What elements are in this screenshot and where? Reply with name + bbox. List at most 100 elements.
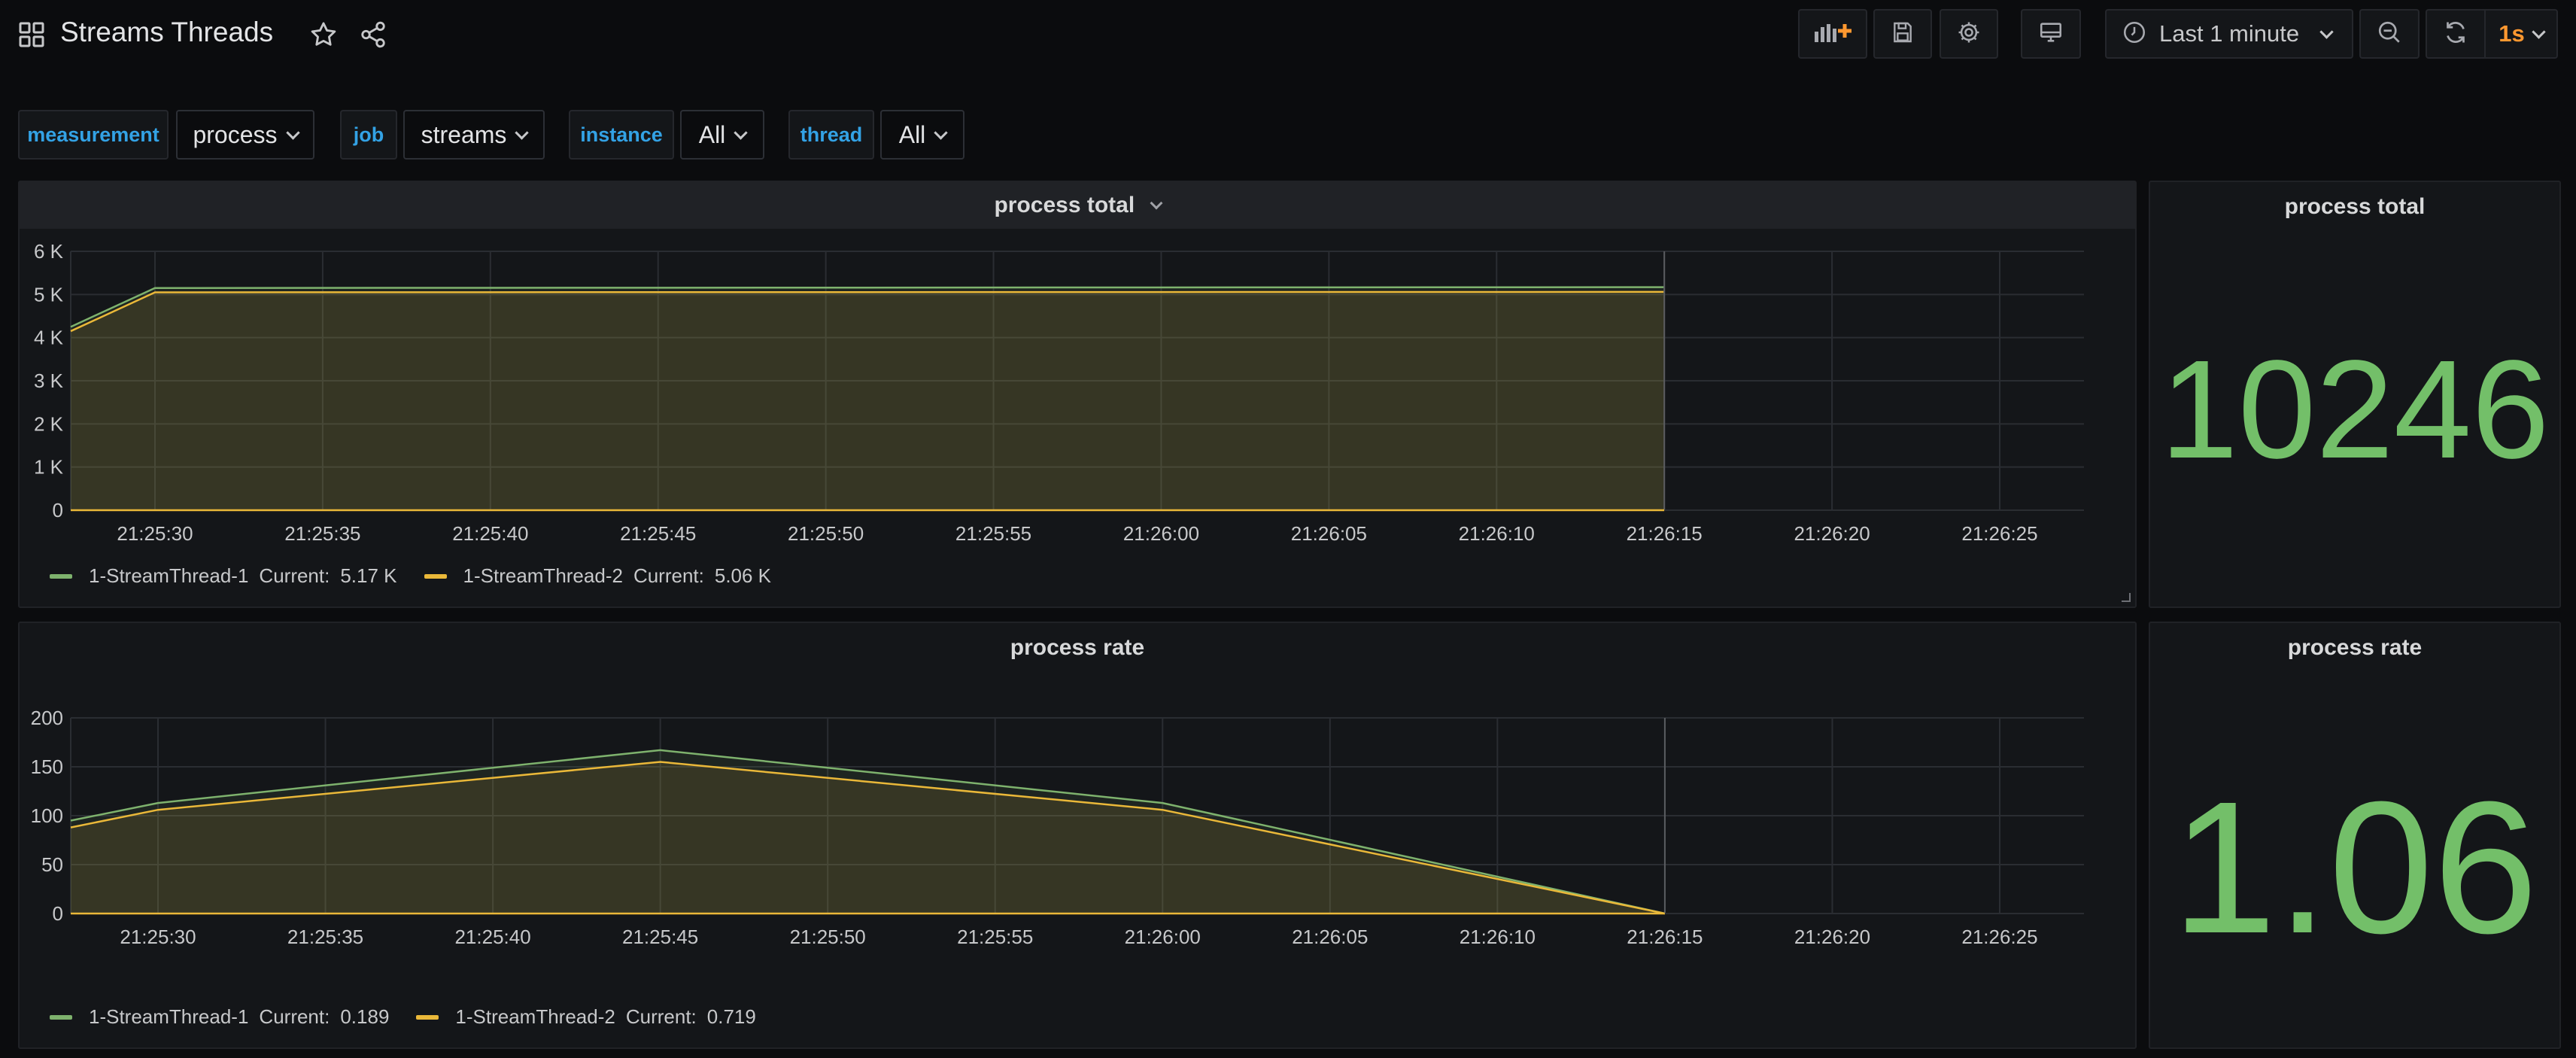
variable-value: All	[698, 120, 726, 148]
x-tick-label: 21:26:15	[1627, 926, 1703, 948]
variable-label-measurement: measurement	[18, 110, 169, 160]
panel-header-hover[interactable]	[20, 182, 2135, 229]
add-panel-button[interactable]	[1798, 9, 1867, 59]
variable-select-job[interactable]: streams	[403, 110, 545, 160]
variable-select-instance[interactable]: All	[680, 110, 764, 160]
x-tick-label: 21:26:00	[1123, 522, 1199, 545]
stat-value: 10246	[2160, 332, 2550, 488]
legend-swatch	[416, 1014, 439, 1020]
legend: 1-StreamThread-1 Current: 5.17 K 1-Strea…	[50, 564, 798, 588]
series-line	[70, 290, 1665, 333]
tv-mode-button[interactable]	[2021, 9, 2081, 59]
x-tick-label: 21:26:00	[1125, 926, 1201, 948]
y-tick-label: 0	[53, 902, 63, 925]
add-panel-icon	[1812, 20, 1854, 49]
variable-label-instance: instance	[569, 110, 674, 160]
resize-handle[interactable]	[2122, 593, 2131, 602]
chevron-down-icon	[734, 125, 748, 140]
dashboard-settings-button[interactable]	[1940, 9, 1998, 59]
dashboard-grid-icon[interactable]	[18, 21, 45, 48]
zoom-out-icon	[2376, 19, 2403, 50]
x-tick-label: 21:25:40	[454, 926, 530, 948]
y-tick-label: 6 K	[34, 240, 64, 263]
x-tick-label: 21:26:20	[1794, 926, 1870, 948]
y-tick-label: 100	[31, 804, 63, 827]
stat-value: 1.06	[2171, 762, 2538, 972]
legend-series-name[interactable]: 1-StreamThread-2	[455, 1005, 615, 1028]
y-tick-label: 2 K	[34, 412, 64, 435]
legend-current-value: 0.189	[340, 1005, 390, 1028]
legend-series-name[interactable]: 1-StreamThread-1	[89, 1005, 249, 1028]
x-tick-label: 21:25:50	[788, 522, 864, 545]
y-tick-label: 0	[53, 499, 63, 521]
save-icon	[1891, 20, 1915, 48]
chevron-down-icon	[2532, 24, 2546, 39]
x-tick-label: 21:25:45	[620, 522, 696, 545]
share-icon[interactable]	[358, 20, 388, 50]
panel-process-rate-graph: process rate 0 50 100 150 200 21:25:30 21:25:3…	[18, 622, 2137, 1049]
legend-current-value: 5.06 K	[714, 564, 772, 587]
gear-icon	[1956, 20, 1982, 49]
save-dashboard-button[interactable]	[1873, 9, 1932, 59]
legend-current-label: Current:	[259, 1005, 330, 1028]
series-line	[70, 761, 1666, 915]
variable-select-thread[interactable]: All	[880, 110, 964, 160]
refresh-icon	[2442, 19, 2469, 50]
legend-series-name[interactable]: 1-StreamThread-2	[463, 564, 623, 587]
x-tick-label: 21:25:35	[284, 522, 360, 545]
series-area	[71, 291, 1665, 510]
x-tick-label: 21:26:25	[1961, 522, 2037, 545]
chevron-down-icon	[934, 125, 948, 140]
variable-value: process	[193, 120, 278, 148]
legend-swatch	[424, 573, 447, 579]
legend-current-label: Current:	[625, 1005, 697, 1028]
panel-title[interactable]: process rate	[2287, 635, 2423, 660]
variable-value: All	[898, 120, 926, 148]
x-tick-label: 21:25:30	[120, 926, 196, 948]
legend-current-value: 5.17 K	[340, 564, 397, 587]
legend-current-label: Current:	[633, 564, 704, 587]
x-tick-label: 21:26:15	[1627, 522, 1703, 545]
chevron-down-icon	[1150, 196, 1163, 210]
time-range-label: Last 1 minute	[2159, 20, 2300, 47]
legend: 1-StreamThread-1 Current: 0.189 1-Stream…	[50, 1005, 783, 1029]
y-tick-label: 200	[31, 707, 63, 729]
legend-current-value: 0.719	[706, 1005, 756, 1028]
star-icon[interactable]	[308, 20, 339, 50]
x-tick-label: 21:25:55	[957, 926, 1033, 948]
dashboard-title[interactable]: Streams Threads	[60, 17, 274, 47]
chevron-down-icon	[2319, 24, 2334, 39]
y-tick-label: 1 K	[34, 456, 64, 479]
chevron-down-icon	[515, 125, 530, 140]
variable-select-measurement[interactable]: process	[176, 110, 314, 160]
x-tick-label: 21:26:10	[1459, 522, 1535, 545]
x-tick-label: 21:25:50	[790, 926, 866, 948]
x-tick-label: 21:25:40	[452, 522, 528, 545]
x-tick-label: 21:25:45	[622, 926, 698, 948]
refresh-interval-picker[interactable]: 1s	[2484, 9, 2558, 59]
x-tick-label: 21:26:05	[1292, 926, 1368, 948]
panel-process-rate-stat: process rate 1.06	[2149, 622, 2561, 1049]
x-tick-label: 21:25:30	[117, 522, 193, 545]
series-line	[70, 749, 1666, 915]
panel-title[interactable]: process rate	[1010, 635, 1145, 660]
x-tick-label: 21:26:10	[1460, 926, 1536, 948]
refresh-button[interactable]	[2426, 9, 2486, 59]
y-tick-label: 5 K	[34, 283, 64, 306]
legend-current-label: Current:	[259, 564, 330, 587]
zoom-out-button[interactable]	[2359, 9, 2420, 59]
clock-icon	[2122, 20, 2147, 49]
series-area	[71, 762, 1665, 914]
series-line	[70, 286, 1665, 328]
time-range-picker[interactable]: Last 1 minute	[2105, 9, 2353, 59]
panel-process-total-graph: process total 0 1 K 2 K 3 K 4 K 5 K 6 K 21:25:3…	[18, 181, 2137, 608]
y-tick-label: 50	[41, 853, 63, 876]
x-tick-label: 21:26:25	[1961, 926, 2037, 948]
variable-label-thread: thread	[788, 110, 874, 160]
panel-title[interactable]: process total	[20, 193, 2135, 218]
panel-title[interactable]: process total	[2284, 194, 2426, 219]
legend-series-name[interactable]: 1-StreamThread-1	[89, 564, 249, 587]
process-total-chart[interactable]: 0 1 K 2 K 3 K 4 K 5 K 6 K 21:25:30 21:25:35 21:25…	[20, 229, 2135, 552]
variable-label-job: job	[340, 110, 397, 160]
process-rate-chart[interactable]: 0 50 100 150 200 21:25:30 21:25:35 21:25:40 21:2…	[20, 670, 2135, 993]
